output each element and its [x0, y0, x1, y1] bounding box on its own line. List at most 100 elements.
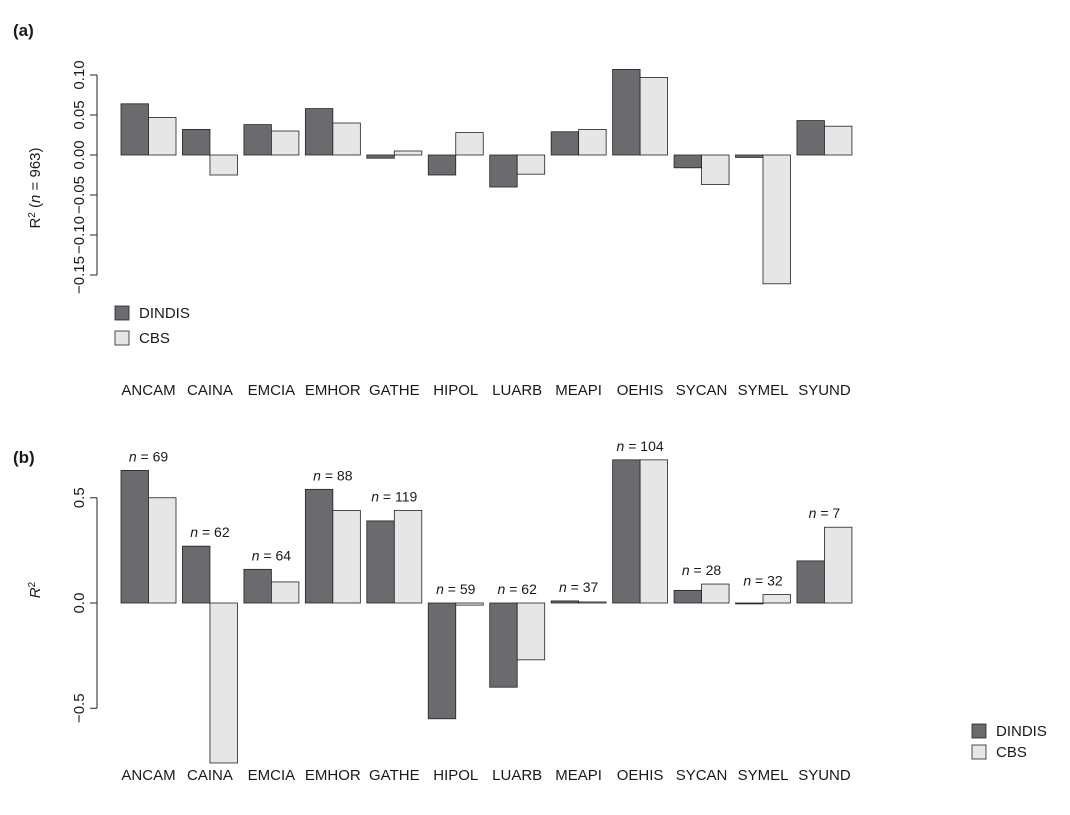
bar-cbs-hipol: [455, 602, 484, 606]
x-category-label: SYCAN: [676, 767, 728, 784]
bar-dindis-luarb: [489, 602, 518, 688]
y-tick-label: 0.10: [71, 60, 88, 89]
sample-size-label: n = 7: [809, 505, 841, 521]
sample-size-label: n = 59: [436, 581, 476, 597]
legend: DINDIS CBS: [971, 723, 1047, 761]
x-category-label: GATHE: [369, 767, 420, 784]
bar-cbs-emcia: [270, 130, 300, 156]
x-category-label: MEAPI: [555, 382, 602, 399]
sample-size-label: n = 64: [252, 547, 292, 563]
bar-cbs-symel: [762, 154, 791, 285]
y-tick-label: −0.5: [71, 693, 88, 723]
x-category-label: EMCIA: [248, 767, 296, 784]
legend: DINDIS CBS: [114, 305, 190, 347]
bar-cbs-emcia: [270, 581, 300, 604]
x-category-label: CAINA: [187, 767, 233, 784]
legend-label-cbs: CBS: [996, 744, 1027, 761]
bar-cbs-luarb: [516, 602, 546, 661]
bar-dindis-meapi: [550, 600, 580, 604]
legend-label-dindis: DINDIS: [139, 305, 190, 322]
bar-cbs-ancam: [148, 497, 177, 604]
sample-size-label: n = 37: [559, 579, 599, 595]
y-tick-label: 0.0: [71, 593, 88, 614]
x-category-label: MEAPI: [555, 767, 602, 784]
bar-cbs-ancam: [148, 117, 177, 156]
sample-size-label: n = 28: [682, 562, 722, 578]
legend-swatch-cbs: [114, 330, 130, 346]
legend-swatch-dindis: [114, 305, 130, 321]
bar-dindis-oehis: [612, 459, 641, 604]
y-tick-label: −0.15: [71, 256, 88, 294]
sample-size-label: n = 62: [190, 524, 230, 540]
y-axis-label: R2 (n = 963): [27, 147, 45, 228]
legend-label-cbs: CBS: [139, 330, 170, 347]
sample-size-label: n = 32: [743, 573, 783, 589]
x-category-label: LUARB: [492, 382, 542, 399]
bar-cbs-luarb: [516, 154, 546, 175]
bar-dindis-caina: [182, 128, 211, 156]
x-category-label: EMHOR: [305, 382, 361, 399]
bar-dindis-ancam: [120, 103, 149, 156]
x-category-label: EMHOR: [305, 767, 361, 784]
y-tick-label: 0.00: [71, 140, 88, 169]
y-axis-label: R2: [27, 581, 45, 598]
x-category-label: OEHIS: [617, 382, 664, 399]
bar-cbs-hipol: [455, 132, 484, 156]
panel-b: (b) −0.5 0.0 0.5 R2 ANCAM n = 69 CAINA n = 62 EMC…: [13, 438, 1047, 784]
bar-cbs-gathe: [393, 509, 423, 604]
bar-dindis-ancam: [120, 469, 149, 604]
bar-dindis-sycan: [673, 154, 702, 169]
bar-cbs-gathe: [393, 150, 423, 156]
bar-cbs-emhor: [332, 122, 361, 156]
bar-cbs-caina: [209, 602, 238, 764]
legend-swatch-dindis: [971, 723, 987, 739]
x-category-label: SYCAN: [676, 382, 728, 399]
bar-dindis-emcia: [243, 568, 272, 604]
sample-size-label: n = 104: [617, 438, 664, 454]
sample-size-label: n = 69: [129, 448, 169, 464]
bar-cbs-oehis: [639, 459, 668, 604]
bar-dindis-hipol: [427, 602, 457, 720]
sample-size-label: n = 119: [371, 488, 417, 504]
x-category-label: HIPOL: [433, 767, 478, 784]
bar-cbs-meapi: [578, 601, 607, 604]
bar-cbs-meapi: [578, 128, 607, 156]
bar-dindis-emcia: [243, 124, 272, 156]
x-category-label: GATHE: [369, 382, 420, 399]
x-category-label: SYUND: [798, 767, 851, 784]
bar-dindis-syund: [796, 120, 825, 156]
bar-dindis-caina: [182, 545, 211, 604]
bar-cbs-oehis: [639, 77, 668, 156]
bar-cbs-syund: [824, 526, 853, 604]
bar-dindis-emhor: [304, 488, 334, 604]
bar-dindis-symel: [735, 154, 764, 158]
panel-a: (a) −0.15 −0.10 −0.05 0.00 0.05 0.10 R2 (n = 96…: [13, 21, 853, 399]
bar-dindis-meapi: [550, 131, 580, 156]
x-category-label: ANCAM: [121, 382, 175, 399]
x-category-label: OEHIS: [617, 767, 664, 784]
bar-dindis-gathe: [366, 154, 395, 159]
y-tick-label: −0.10: [71, 216, 88, 254]
bar-dindis-sycan: [673, 589, 702, 604]
x-category-label: LUARB: [492, 767, 542, 784]
bar-cbs-sycan: [701, 154, 730, 186]
y-tick-label: 0.5: [71, 487, 88, 508]
panel-label: (b): [13, 448, 35, 467]
bar-cbs-symel: [762, 594, 791, 604]
bar-cbs-syund: [824, 125, 853, 156]
sample-size-label: n = 88: [313, 467, 353, 483]
y-tick-label: 0.05: [71, 100, 88, 129]
bar-dindis-gathe: [366, 520, 395, 604]
bar-cbs-sycan: [701, 583, 730, 604]
x-category-label: EMCIA: [248, 382, 296, 399]
bar-cbs-emhor: [332, 509, 361, 604]
bar-dindis-oehis: [612, 69, 641, 156]
x-category-label: SYUND: [798, 382, 851, 399]
x-category-label: ANCAM: [121, 767, 175, 784]
bar-cbs-caina: [209, 154, 238, 176]
sample-size-label: n = 62: [498, 581, 538, 597]
bar-dindis-luarb: [489, 154, 518, 188]
bar-dindis-hipol: [427, 154, 457, 176]
bar-dindis-emhor: [304, 108, 334, 156]
